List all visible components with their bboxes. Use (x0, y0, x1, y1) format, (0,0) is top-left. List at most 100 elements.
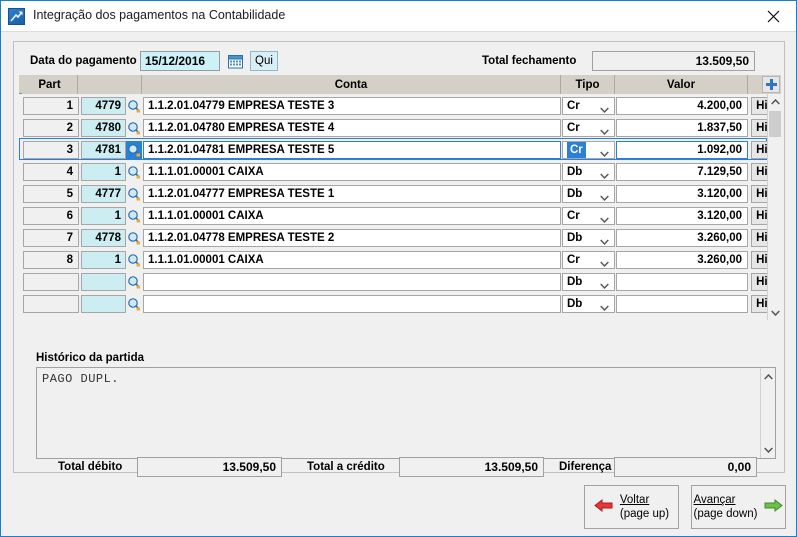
cell-codigo[interactable]: 4778 (81, 229, 126, 247)
chevron-down-icon[interactable] (600, 102, 609, 114)
cell-codigo[interactable] (81, 295, 126, 313)
table-row[interactable]: Db Hist (19, 270, 767, 292)
historico-textarea[interactable]: PAGO DUPL. (36, 367, 776, 459)
cell-part[interactable]: 6 (23, 207, 79, 225)
table-row[interactable]: Db Hist (19, 292, 767, 314)
historico-scrollbar[interactable] (760, 368, 775, 458)
cell-part[interactable]: 1 (23, 97, 79, 115)
hist-button[interactable]: Hist (751, 141, 767, 159)
table-row[interactable]: 2 4780 1.1.2.01.04780 EMPRESA TESTE 4 Cr 1.8… (19, 116, 767, 138)
magnifier-icon[interactable] (126, 207, 142, 225)
cell-valor[interactable]: 1.092,00 (616, 141, 748, 159)
magnifier-icon[interactable] (126, 185, 142, 203)
cell-part[interactable]: 3 (23, 141, 79, 159)
magnifier-icon[interactable] (126, 97, 142, 115)
magnifier-icon[interactable] (126, 141, 142, 159)
textarea-scroll-up-icon[interactable] (761, 369, 775, 384)
cell-tipo-select[interactable]: Cr (562, 251, 615, 269)
cell-codigo[interactable] (81, 273, 126, 291)
cell-tipo-select[interactable]: Cr (562, 97, 615, 115)
cell-codigo[interactable]: 1 (81, 251, 126, 269)
cell-valor[interactable]: 7.129,50 (616, 163, 748, 181)
cell-valor[interactable]: 4.200,00 (616, 97, 748, 115)
cell-valor[interactable]: 3.260,00 (616, 251, 748, 269)
voltar-button[interactable]: Voltar (page up) (584, 485, 679, 529)
chevron-down-icon[interactable] (600, 234, 609, 246)
table-row[interactable]: 7 4778 1.1.2.01.04778 EMPRESA TESTE 2 Db 3.2… (19, 226, 767, 248)
close-icon[interactable] (751, 1, 796, 31)
cell-conta[interactable] (143, 273, 561, 291)
cell-conta[interactable]: 1.1.1.01.00001 CAIXA (143, 163, 561, 181)
column-header-tipo[interactable]: Tipo (561, 75, 615, 94)
table-row[interactable]: 61 1.1.1.01.00001 CAIXA Cr 3.120,00Hist (19, 204, 767, 226)
chevron-down-icon[interactable] (600, 256, 609, 268)
cell-codigo[interactable]: 1 (81, 207, 126, 225)
magnifier-icon[interactable] (126, 273, 142, 291)
cell-tipo-select[interactable]: Db (562, 163, 615, 181)
cell-conta[interactable]: 1.1.2.01.04781 EMPRESA TESTE 5 (143, 141, 561, 159)
cell-conta[interactable]: 1.1.2.01.04780 EMPRESA TESTE 4 (143, 119, 561, 137)
column-header-conta[interactable]: Conta (142, 75, 561, 94)
cell-part[interactable]: 5 (23, 185, 79, 203)
magnifier-icon[interactable] (126, 295, 142, 313)
cell-conta[interactable]: 1.1.1.01.00001 CAIXA (143, 251, 561, 269)
hist-button[interactable]: Hist (751, 251, 767, 269)
table-row[interactable]: 41 1.1.1.01.00001 CAIXA Db 7.129,50Hist (19, 160, 767, 182)
hist-button[interactable]: Hist (751, 207, 767, 225)
cell-codigo[interactable]: 4779 (81, 97, 126, 115)
calendar-icon[interactable] (225, 51, 245, 71)
hist-button[interactable]: Hist (751, 97, 767, 115)
hist-button[interactable]: Hist (751, 163, 767, 181)
chevron-down-icon[interactable] (600, 300, 609, 312)
cell-valor[interactable] (616, 295, 748, 313)
cell-conta[interactable] (143, 295, 561, 313)
cell-part[interactable]: 2 (23, 119, 79, 137)
cell-codigo[interactable]: 1 (81, 163, 126, 181)
cell-codigo[interactable]: 4780 (81, 119, 126, 137)
scroll-up-icon[interactable] (768, 94, 782, 109)
cell-part[interactable] (23, 295, 79, 313)
cell-tipo-select[interactable]: Cr (562, 119, 615, 137)
hist-button[interactable]: Hist (751, 273, 767, 291)
textarea-scroll-down-icon[interactable] (761, 442, 775, 457)
scroll-down-icon[interactable] (768, 305, 782, 320)
magnifier-icon[interactable] (126, 251, 142, 269)
chevron-down-icon[interactable] (600, 146, 609, 158)
cell-valor[interactable] (616, 273, 748, 291)
column-header-part[interactable]: Part (22, 75, 78, 94)
hist-button[interactable]: Hist (751, 295, 767, 313)
hist-button[interactable]: Hist (751, 229, 767, 247)
cell-codigo[interactable]: 4781 (81, 141, 126, 159)
cell-conta[interactable]: 1.1.2.01.04779 EMPRESA TESTE 3 (143, 97, 561, 115)
hist-button[interactable]: Hist (751, 119, 767, 137)
cell-valor[interactable]: 3.260,00 (616, 229, 748, 247)
cell-codigo[interactable]: 4777 (81, 185, 126, 203)
cell-valor[interactable]: 3.120,00 (616, 207, 748, 225)
payment-date-input[interactable]: 15/12/2016 (140, 51, 220, 71)
cell-valor[interactable]: 1.837,50 (616, 119, 748, 137)
magnifier-icon[interactable] (126, 163, 142, 181)
cell-tipo-select[interactable]: Db (562, 273, 615, 291)
cell-tipo-select[interactable]: Db (562, 185, 615, 203)
magnifier-icon[interactable] (126, 229, 142, 247)
chevron-down-icon[interactable] (600, 190, 609, 202)
hist-button[interactable]: Hist (751, 185, 767, 203)
cell-tipo-select[interactable]: Cr (562, 141, 615, 159)
cell-tipo-select[interactable]: Db (562, 295, 615, 313)
cell-tipo-select[interactable]: Cr (562, 207, 615, 225)
cell-part[interactable]: 7 (23, 229, 79, 247)
chevron-down-icon[interactable] (600, 124, 609, 136)
table-row[interactable]: 3 4781 1.1.2.01.04781 EMPRESA TESTE 5 Cr 1.0… (19, 138, 767, 160)
grid-scrollbar-thumb[interactable] (769, 111, 781, 137)
grid-scrollbar[interactable] (767, 94, 781, 320)
cell-part[interactable]: 8 (23, 251, 79, 269)
table-row[interactable]: 81 1.1.1.01.00001 CAIXA Cr 3.260,00Hist (19, 248, 767, 270)
avancar-button[interactable]: Avançar (page down) (691, 485, 786, 529)
chevron-down-icon[interactable] (600, 168, 609, 180)
cell-part[interactable] (23, 273, 79, 291)
chevron-down-icon[interactable] (600, 212, 609, 224)
cell-conta[interactable]: 1.1.2.01.04778 EMPRESA TESTE 2 (143, 229, 561, 247)
plus-icon[interactable] (762, 76, 780, 93)
cell-tipo-select[interactable]: Db (562, 229, 615, 247)
cell-valor[interactable]: 3.120,00 (616, 185, 748, 203)
